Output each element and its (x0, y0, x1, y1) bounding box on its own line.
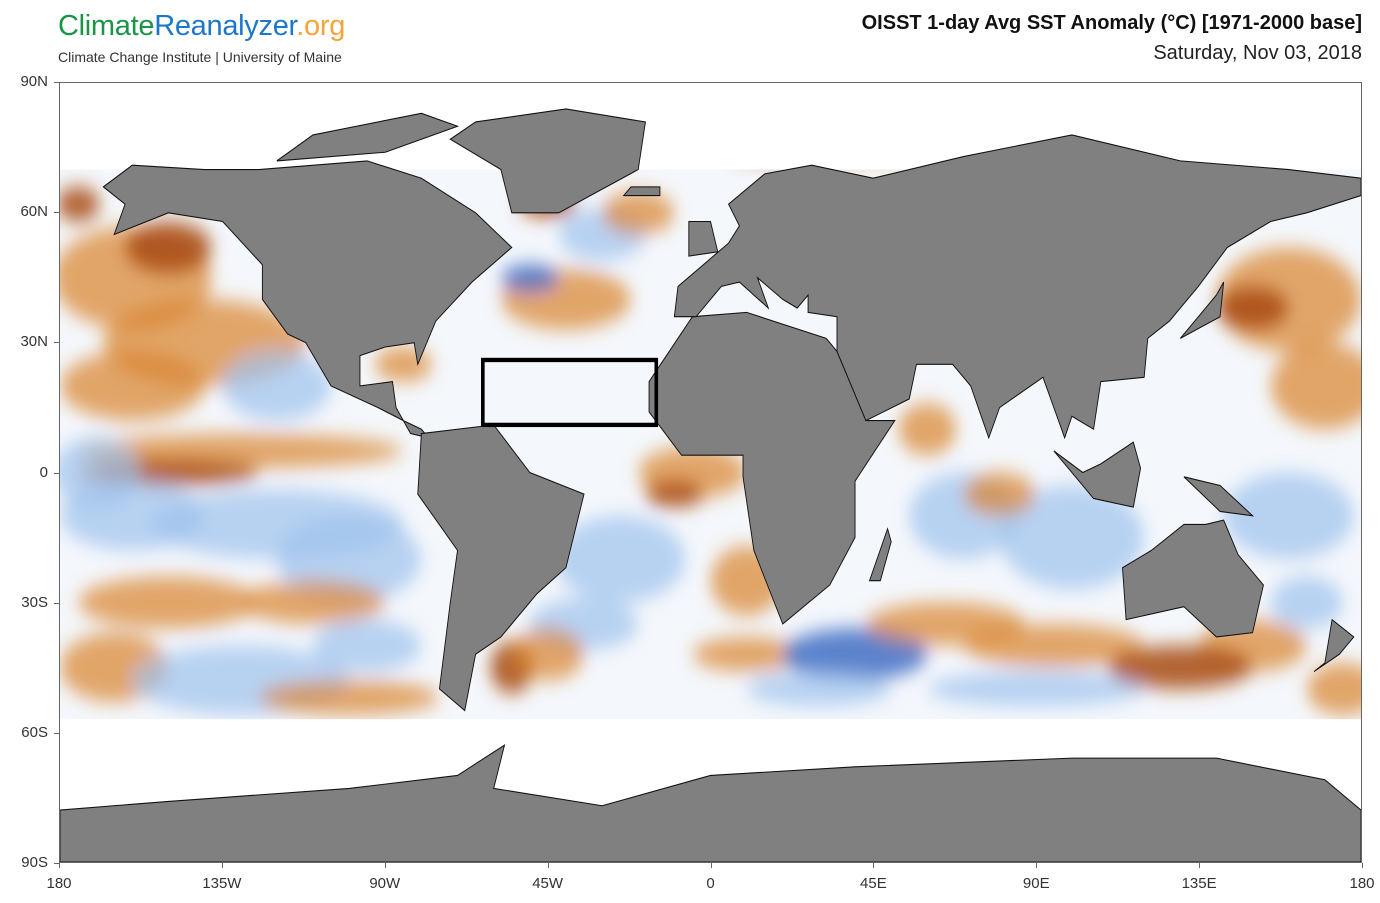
logo-part: .org (296, 10, 346, 42)
logo-part: Reanalyzer (154, 10, 297, 42)
land-japan (1179, 281, 1225, 339)
y-tick-label: 0 (39, 463, 48, 481)
land-australia (1122, 519, 1264, 638)
y-tick (54, 472, 59, 474)
x-tick-label: 135E (1181, 875, 1217, 892)
y-tick (54, 732, 59, 734)
anomaly-patch (312, 619, 422, 672)
land-south-america (417, 424, 585, 712)
anomaly-patch (692, 636, 801, 672)
land-eurasia (673, 134, 1361, 440)
x-tick-label: 180 (46, 875, 72, 892)
land-north-america (102, 160, 513, 439)
anomaly-patch (1306, 662, 1361, 715)
map-title: OISST 1-day Avg SST Anomaly (°C) [1971-2… (861, 12, 1362, 34)
land-new-zealand (1313, 618, 1355, 673)
anomaly-patch (782, 628, 928, 681)
logo[interactable]: ClimateReanalyzer.org (58, 10, 345, 43)
logo-subtitle: Climate Change Institute | University of… (58, 49, 342, 65)
anomaly-field (60, 126, 1361, 715)
anomaly-patch (963, 623, 1145, 668)
anomaly-patch (60, 186, 100, 222)
anomaly-patch (60, 437, 140, 508)
x-tick (59, 863, 60, 868)
anomaly-patch (999, 485, 1145, 590)
x-tick (1036, 863, 1038, 868)
x-tick (384, 863, 386, 868)
land-masses (60, 108, 1361, 862)
land-antarctica (60, 744, 1361, 862)
x-tick (710, 863, 712, 868)
anomaly-patch (78, 576, 259, 629)
land-new-guinea (1183, 476, 1255, 517)
y-tick (54, 342, 59, 344)
land-madagascar (868, 527, 892, 582)
x-tick-label: 90E (1022, 875, 1050, 892)
anomaly-patch (276, 515, 422, 603)
anomaly-patch (963, 472, 1036, 516)
x-tick-label: 135W (202, 875, 242, 892)
arctic-no-data (60, 83, 1361, 170)
anomaly-patch (60, 351, 205, 421)
y-tick (54, 212, 59, 214)
land-arctic-islands (276, 112, 460, 162)
y-tick-label: 60N (20, 203, 48, 221)
sst-anomaly-map (59, 82, 1362, 863)
y-tick-label: 60S (21, 723, 48, 741)
land-greenland (449, 108, 646, 214)
map-date: Saturday, Nov 03, 2018 (1153, 42, 1362, 64)
x-tick-label: 45E (860, 875, 887, 892)
y-tick-label: 90S (21, 854, 48, 871)
x-tick (1199, 863, 1201, 868)
y-tick-label: 90N (20, 73, 48, 90)
x-tick-label: 90W (369, 875, 401, 892)
anomaly-patch (222, 351, 332, 421)
anomaly-patch (1270, 576, 1343, 629)
anomaly-patch (927, 671, 1145, 707)
y-tick (54, 82, 59, 83)
anomaly-patch (746, 671, 892, 707)
anomaly-patch (1216, 286, 1289, 330)
anomaly-patch (1270, 342, 1361, 430)
x-tick-label: 45W (532, 875, 564, 892)
x-tick-label: 0 (706, 875, 715, 892)
anomaly-patch (645, 481, 704, 508)
land-africa (648, 311, 896, 625)
x-tick (547, 863, 549, 868)
anomaly-patch (898, 403, 957, 456)
y-tick (54, 602, 59, 604)
x-tick (873, 863, 875, 868)
anomaly-patch (125, 221, 212, 274)
anomaly-patch (511, 628, 585, 681)
y-tick (54, 863, 59, 864)
anomaly-patch (78, 433, 404, 469)
x-tick-label: 180 (1349, 875, 1375, 892)
anomaly-patch (1223, 472, 1354, 560)
x-tick (221, 863, 223, 868)
anomaly-patch (374, 346, 433, 382)
land-sumatra-borneo (1053, 441, 1142, 508)
anomaly-patch (500, 264, 559, 291)
anomaly-patch (240, 580, 386, 624)
y-tick-label: 30N (20, 333, 48, 351)
land-britain (688, 220, 719, 257)
y-tick-label: 30S (21, 593, 48, 611)
land-iceland (622, 186, 661, 197)
anomaly-patch (258, 680, 440, 715)
anomaly-patch (602, 191, 675, 235)
highlight-region-box (481, 357, 659, 428)
anomaly-patch (1108, 645, 1253, 689)
logo-part: Climate (58, 10, 155, 42)
anomaly-patch (555, 515, 686, 603)
x-tick (1362, 863, 1363, 868)
